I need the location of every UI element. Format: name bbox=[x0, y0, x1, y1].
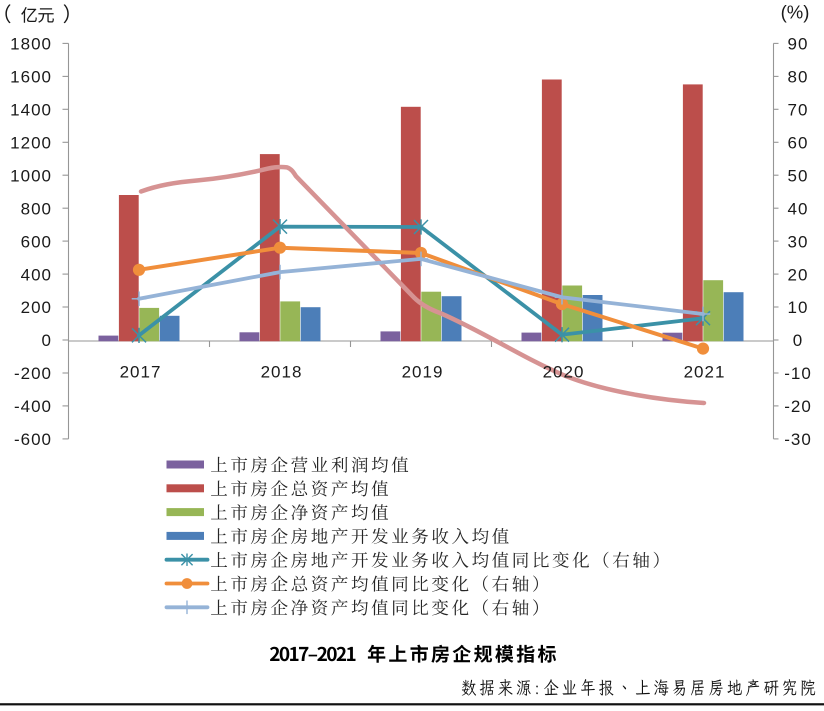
svg-text:1800: 1800 bbox=[10, 35, 52, 54]
svg-text:10: 10 bbox=[788, 298, 809, 317]
svg-text:1000: 1000 bbox=[10, 166, 52, 185]
svg-text:(%): (%) bbox=[781, 2, 810, 23]
svg-text:0: 0 bbox=[42, 331, 52, 350]
svg-text:600: 600 bbox=[21, 232, 52, 251]
svg-text:-200: -200 bbox=[14, 364, 52, 383]
svg-text:80: 80 bbox=[788, 68, 809, 87]
svg-text:2020: 2020 bbox=[543, 363, 585, 382]
svg-text:60: 60 bbox=[788, 134, 809, 153]
svg-text:2019: 2019 bbox=[402, 363, 444, 382]
svg-text:-20: -20 bbox=[784, 397, 812, 416]
svg-text:1600: 1600 bbox=[10, 68, 52, 87]
svg-text:-30: -30 bbox=[784, 430, 812, 449]
svg-text:20: 20 bbox=[788, 265, 809, 284]
svg-text:200: 200 bbox=[21, 298, 52, 317]
svg-text:90: 90 bbox=[788, 35, 809, 54]
svg-text:50: 50 bbox=[788, 166, 809, 185]
svg-text:1200: 1200 bbox=[10, 134, 52, 153]
svg-text:-10: -10 bbox=[784, 364, 812, 383]
svg-text:800: 800 bbox=[21, 199, 52, 218]
svg-text:-600: -600 bbox=[14, 430, 52, 449]
svg-text:40: 40 bbox=[788, 199, 809, 218]
svg-text:2018: 2018 bbox=[261, 363, 303, 382]
svg-text:30: 30 bbox=[788, 232, 809, 251]
svg-text:1400: 1400 bbox=[10, 101, 52, 120]
svg-text:-400: -400 bbox=[14, 397, 52, 416]
svg-text:2017: 2017 bbox=[120, 363, 162, 382]
svg-text:400: 400 bbox=[21, 265, 52, 284]
svg-text:70: 70 bbox=[788, 101, 809, 120]
svg-text:2021: 2021 bbox=[684, 363, 726, 382]
svg-text:0: 0 bbox=[793, 331, 803, 350]
